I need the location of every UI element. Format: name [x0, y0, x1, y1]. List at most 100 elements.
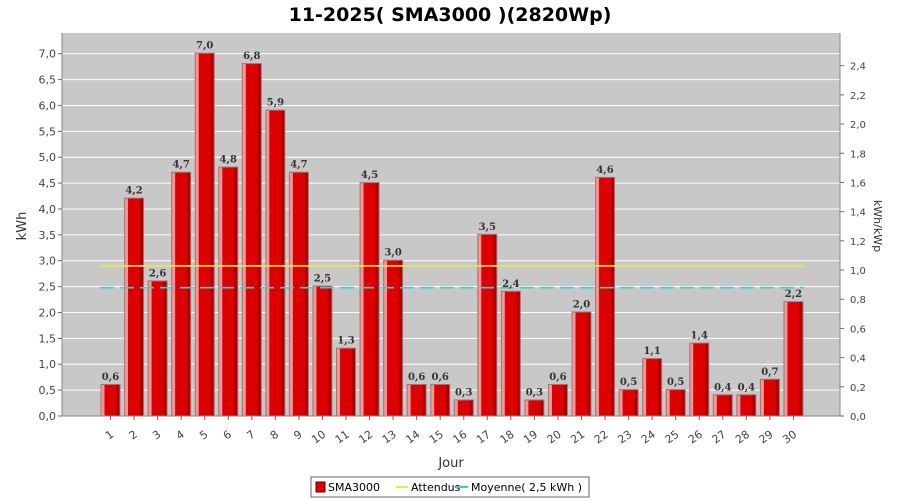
bar-highlight — [643, 359, 647, 416]
x-axis: 1 2 3 4 5 6 7 8 9 10 11 12 13 14 15 16 17 18 19 20 21 22 23 24 2… — [62, 415, 840, 447]
bar-shadow — [728, 395, 732, 416]
y-tick-label: 0,5 — [39, 384, 57, 397]
y-axis-right: 0,0 0,2 0,4 0,6 0,8 1,0 1,2 1,4 1,6 1,8 2,0 2,2 2,4 — [839, 33, 866, 423]
legend-label: Attendus — [411, 481, 461, 494]
y2-tick-label: 2,4 — [850, 62, 866, 73]
y2-tick-label: 2,2 — [850, 91, 866, 102]
chart-title: 11-2025( SMA3000 )(2820Wp) — [289, 4, 612, 26]
bar-shadow — [469, 400, 473, 416]
x-tick-label: 27 — [710, 428, 729, 447]
bar-highlight — [548, 384, 552, 416]
bar-shadow — [422, 384, 426, 416]
data-label: 0,4 — [714, 382, 731, 393]
x-tick-label: 19 — [521, 428, 540, 447]
y-axis-left: 0,0 0,5 1,0 1,5 2,0 2,5 3,0 3,5 4,0 4,5 5,0 5,5 6,0 6… — [39, 33, 63, 423]
bar-highlight — [337, 348, 340, 416]
legend: SMA3000 Attendus Moyenne( 2,5 kWh ) — [310, 476, 590, 498]
data-label: 0,3 — [526, 387, 543, 398]
x-tick-label: 23 — [615, 428, 634, 447]
y-tick-label: 2,0 — [39, 306, 57, 319]
bar — [125, 198, 144, 416]
bar-shadow — [375, 183, 379, 416]
data-label: 4,7 — [172, 160, 189, 171]
bar-shadow — [234, 167, 238, 416]
y-axis-label: kWh — [15, 212, 30, 241]
y2-tick-label: 1,0 — [850, 266, 866, 277]
x-tick-label: 13 — [380, 428, 399, 447]
y-tick-label: 1,0 — [39, 358, 57, 371]
bar-shadow — [516, 291, 520, 416]
x-tick-label: 30 — [780, 428, 799, 447]
data-label: 0,6 — [408, 372, 425, 383]
x-tick-label: 14 — [403, 428, 422, 447]
bar — [289, 172, 308, 416]
bar-shadow — [257, 64, 261, 417]
bar — [407, 384, 426, 416]
bar — [337, 348, 355, 416]
bar — [737, 395, 756, 416]
bar — [713, 395, 732, 416]
bar-highlight — [148, 281, 152, 416]
bar — [431, 384, 450, 416]
bar-shadow — [210, 53, 214, 417]
legend-label: SMA3000 — [328, 481, 380, 494]
x-tick-label: 7 — [244, 428, 257, 443]
y-tick-label: 2,5 — [39, 281, 57, 294]
bar-shadow — [163, 281, 167, 416]
y2-tick-label: 0,4 — [850, 354, 866, 365]
bar — [478, 234, 497, 416]
bar-shadow — [563, 384, 567, 416]
data-label: 4,5 — [361, 170, 378, 181]
bar — [454, 400, 473, 416]
bar-highlight — [384, 260, 388, 416]
data-label: 0,7 — [761, 367, 778, 378]
legend-label: Moyenne( 2,5 kWh ) — [471, 481, 582, 494]
bar — [148, 281, 167, 416]
x-tick-label: 6 — [221, 428, 234, 443]
x-tick-label: 15 — [427, 428, 446, 447]
bar-shadow — [658, 359, 662, 416]
bar-highlight — [454, 400, 458, 416]
data-label: 4,6 — [596, 165, 613, 176]
data-label: 1,1 — [643, 346, 660, 357]
bar-highlight — [737, 395, 741, 416]
bar-highlight — [431, 384, 435, 416]
bar-highlight — [242, 64, 246, 417]
x-tick-label: 2 — [127, 428, 140, 443]
bar-shadow — [493, 234, 497, 416]
bar-highlight — [195, 53, 199, 417]
y-tick-label: 3,0 — [39, 255, 57, 268]
y2-tick-label: 0,2 — [850, 383, 866, 394]
y-tick-label: 3,5 — [39, 229, 57, 242]
x-tick-label: 26 — [686, 428, 705, 447]
legend-swatch-bar — [315, 481, 326, 493]
y2-tick-label: 1,2 — [850, 237, 866, 248]
bar — [266, 110, 285, 416]
y-tick-label: 1,5 — [39, 332, 57, 345]
x-tick-label: 25 — [662, 428, 681, 447]
x-axis-label: Jour — [437, 456, 464, 471]
bar-highlight — [713, 395, 717, 416]
x-tick-label: 10 — [309, 428, 328, 447]
data-label: 5,9 — [267, 98, 284, 109]
bar-shadow — [140, 198, 144, 416]
x-tick-label: 3 — [150, 428, 163, 443]
bar — [101, 384, 120, 416]
data-label: 0,6 — [102, 372, 119, 383]
x-tick-label: 8 — [268, 428, 281, 443]
y2-tick-label: 1,6 — [850, 178, 866, 189]
data-label: 0,4 — [738, 382, 755, 393]
bar — [666, 390, 685, 416]
bar — [548, 384, 567, 416]
bar — [619, 390, 638, 416]
bar-shadow — [681, 390, 685, 416]
data-label: 0,6 — [431, 372, 448, 383]
x-tick-label: 9 — [291, 428, 304, 443]
bar-shadow — [116, 384, 120, 416]
gridlines — [62, 53, 840, 417]
data-label: 0,5 — [620, 377, 637, 388]
x-tick-label: 29 — [757, 428, 776, 447]
x-tick-label: 24 — [639, 428, 658, 447]
bar — [360, 183, 379, 416]
bar — [172, 172, 191, 416]
